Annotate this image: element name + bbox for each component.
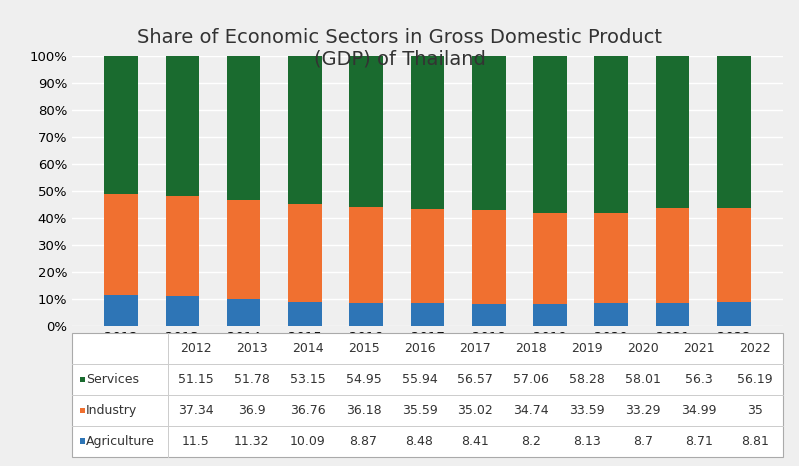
Text: Services: Services [85, 373, 139, 386]
Text: 57.06: 57.06 [514, 373, 549, 386]
Text: 56.57: 56.57 [458, 373, 493, 386]
Bar [349, 207, 383, 303]
Text: 2014: 2014 [292, 342, 324, 355]
Text: Industry: Industry [85, 404, 137, 417]
Text: 11.32: 11.32 [234, 435, 269, 448]
Text: 54.95: 54.95 [346, 373, 381, 386]
Bar [288, 56, 322, 205]
Text: 56.19: 56.19 [737, 373, 773, 386]
Bar [165, 295, 199, 326]
Bar [104, 56, 138, 194]
Bar [594, 303, 628, 326]
Bar [227, 56, 260, 199]
Bar [165, 56, 199, 196]
Text: 35.02: 35.02 [458, 404, 493, 417]
Text: 33.59: 33.59 [570, 404, 605, 417]
Text: 8.13: 8.13 [574, 435, 601, 448]
Text: 33.29: 33.29 [626, 404, 661, 417]
Text: 2018: 2018 [515, 342, 547, 355]
Text: 51.78: 51.78 [234, 373, 269, 386]
Text: 8.41: 8.41 [462, 435, 489, 448]
Text: 8.48: 8.48 [406, 435, 433, 448]
Text: 2020: 2020 [627, 342, 659, 355]
Text: 8.2: 8.2 [522, 435, 541, 448]
Bar [349, 56, 383, 207]
Bar [411, 209, 444, 303]
Text: 36.76: 36.76 [290, 404, 325, 417]
Bar [533, 304, 566, 326]
Bar [594, 56, 628, 212]
Text: 53.15: 53.15 [290, 373, 325, 386]
Bar [594, 212, 628, 303]
Text: 58.01: 58.01 [626, 373, 661, 386]
Text: 2015: 2015 [348, 342, 380, 355]
Bar [472, 210, 506, 304]
Text: 37.34: 37.34 [178, 404, 213, 417]
Text: 2012: 2012 [180, 342, 212, 355]
Text: 8.87: 8.87 [349, 435, 378, 448]
Bar [288, 205, 322, 302]
Bar [227, 199, 260, 299]
Bar [227, 299, 260, 326]
Text: 36.9: 36.9 [238, 404, 265, 417]
Bar [104, 295, 138, 326]
Text: 51.15: 51.15 [178, 373, 213, 386]
Bar [165, 196, 199, 295]
Bar [472, 56, 506, 210]
Bar [472, 304, 506, 326]
Text: 58.28: 58.28 [570, 373, 605, 386]
Bar [656, 56, 690, 208]
Text: 2022: 2022 [739, 342, 771, 355]
Bar [349, 303, 383, 326]
Text: 2013: 2013 [236, 342, 268, 355]
Text: 2017: 2017 [459, 342, 491, 355]
Text: 11.5: 11.5 [182, 435, 209, 448]
Text: 55.94: 55.94 [402, 373, 437, 386]
Text: 34.74: 34.74 [514, 404, 549, 417]
Text: Agriculture: Agriculture [85, 435, 154, 448]
Bar [288, 302, 322, 326]
Text: 56.3: 56.3 [686, 373, 713, 386]
Text: 2019: 2019 [571, 342, 603, 355]
Bar [533, 56, 566, 213]
Text: 10.09: 10.09 [290, 435, 325, 448]
Bar [411, 56, 444, 209]
Bar [717, 56, 751, 208]
Text: 8.81: 8.81 [741, 435, 769, 448]
Bar [104, 194, 138, 295]
Text: 35.59: 35.59 [402, 404, 437, 417]
Bar [411, 303, 444, 326]
Text: 8.7: 8.7 [633, 435, 654, 448]
Text: 36.18: 36.18 [346, 404, 381, 417]
Text: 2016: 2016 [403, 342, 435, 355]
Text: Share of Economic Sectors in Gross Domestic Product
(GDP) of Thailand: Share of Economic Sectors in Gross Domes… [137, 28, 662, 69]
Bar [533, 213, 566, 304]
Text: 35: 35 [747, 404, 763, 417]
Text: 34.99: 34.99 [682, 404, 717, 417]
Bar [717, 302, 751, 326]
Bar [656, 208, 690, 302]
Text: 2021: 2021 [683, 342, 715, 355]
Text: 8.71: 8.71 [686, 435, 713, 448]
Bar [717, 208, 751, 302]
Bar [656, 302, 690, 326]
